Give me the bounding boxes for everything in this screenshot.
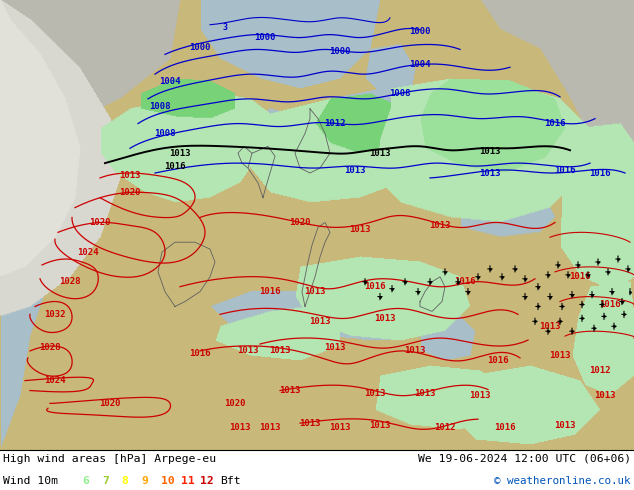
Text: 1016: 1016 (164, 162, 186, 171)
Text: 1013: 1013 (404, 346, 426, 355)
Text: 1000: 1000 (329, 47, 351, 56)
Text: 1000: 1000 (410, 27, 430, 36)
Text: 1012: 1012 (324, 119, 346, 128)
Text: 1016: 1016 (495, 422, 515, 432)
Text: 10: 10 (161, 476, 175, 486)
Text: 1032: 1032 (44, 310, 66, 319)
Text: 1016: 1016 (599, 300, 621, 309)
Text: © weatheronline.co.uk: © weatheronline.co.uk (495, 476, 631, 486)
Text: 1013: 1013 (309, 317, 331, 326)
Text: 1024: 1024 (44, 376, 66, 385)
Text: 1020: 1020 (89, 218, 111, 227)
Text: 1013: 1013 (344, 166, 366, 174)
Text: 1013: 1013 (269, 346, 291, 355)
Text: 9: 9 (141, 476, 148, 486)
Text: 6: 6 (82, 476, 89, 486)
Text: 1013: 1013 (479, 147, 501, 156)
Text: 1020: 1020 (289, 218, 311, 227)
Text: 1013: 1013 (549, 351, 571, 361)
Text: 11: 11 (181, 476, 195, 486)
Text: 1013: 1013 (479, 169, 501, 177)
Text: 1028: 1028 (39, 343, 61, 352)
Text: 1013: 1013 (169, 149, 191, 158)
Text: 12: 12 (200, 476, 214, 486)
Text: 1016: 1016 (488, 356, 508, 366)
Text: 1013: 1013 (304, 287, 326, 296)
Text: 1013: 1013 (349, 225, 371, 234)
Text: 1016: 1016 (259, 287, 281, 296)
Text: 1013: 1013 (365, 389, 385, 398)
Text: 1008: 1008 (154, 129, 176, 138)
Text: 3: 3 (223, 23, 228, 32)
Text: 1004: 1004 (410, 60, 430, 69)
Text: 1013: 1013 (374, 314, 396, 323)
Text: 1016: 1016 (554, 166, 576, 174)
Text: 1013: 1013 (237, 346, 259, 355)
Text: 1028: 1028 (59, 277, 81, 286)
Text: 1024: 1024 (77, 247, 99, 257)
Text: 1016: 1016 (365, 282, 385, 291)
Text: 1013: 1013 (324, 343, 346, 352)
Text: 1000: 1000 (190, 43, 210, 52)
Text: 1013: 1013 (230, 422, 251, 432)
Text: 1013: 1013 (594, 391, 616, 400)
Text: 1016: 1016 (454, 277, 476, 286)
Text: 1013: 1013 (259, 422, 281, 432)
Text: 1013: 1013 (119, 172, 141, 180)
Text: High wind areas [hPa] Arpege-eu: High wind areas [hPa] Arpege-eu (3, 454, 216, 464)
Text: 1008: 1008 (149, 102, 171, 111)
Text: Wind 10m: Wind 10m (3, 476, 58, 486)
Text: 1013: 1013 (414, 389, 436, 398)
Text: 1020: 1020 (100, 399, 120, 408)
Text: 1012: 1012 (434, 422, 456, 432)
Text: 1013: 1013 (554, 420, 576, 430)
Text: 1013: 1013 (540, 322, 560, 331)
Text: We 19-06-2024 12:00 UTC (06+06): We 19-06-2024 12:00 UTC (06+06) (418, 454, 631, 464)
Text: 1013: 1013 (469, 391, 491, 400)
Text: 1012: 1012 (589, 366, 611, 375)
Text: 1016: 1016 (569, 272, 591, 281)
Text: 1016: 1016 (589, 169, 611, 177)
Text: 1013: 1013 (329, 422, 351, 432)
Text: 1013: 1013 (369, 420, 391, 430)
Text: 1016: 1016 (190, 349, 210, 358)
Text: 1013: 1013 (429, 221, 451, 230)
Text: 1008: 1008 (389, 89, 411, 98)
Text: 1016: 1016 (544, 119, 566, 128)
Text: Bft: Bft (220, 476, 241, 486)
Text: 1020: 1020 (224, 399, 246, 408)
Text: 1000: 1000 (254, 33, 276, 42)
Text: 1020: 1020 (119, 188, 141, 197)
Text: 8: 8 (122, 476, 129, 486)
Text: 1013: 1013 (369, 149, 391, 158)
Text: 1013: 1013 (279, 386, 301, 395)
Text: 1004: 1004 (159, 76, 181, 86)
Text: 7: 7 (102, 476, 109, 486)
Text: 1013: 1013 (299, 418, 321, 428)
